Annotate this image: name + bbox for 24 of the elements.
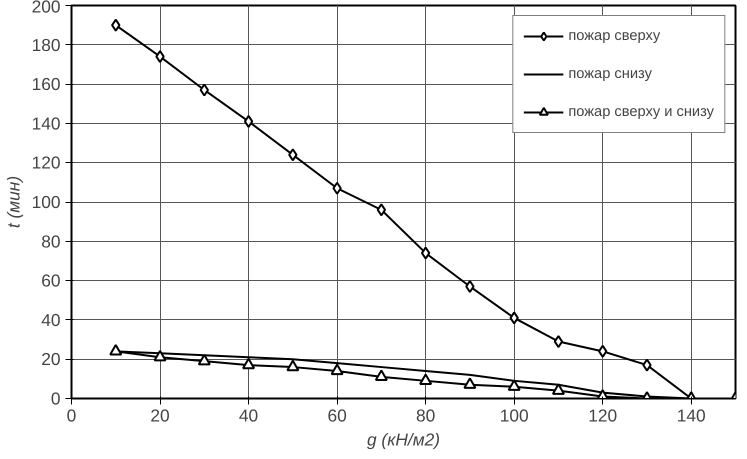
y-tick-label: 140 xyxy=(32,113,61,134)
y-tick-label: 0 xyxy=(50,388,61,408)
legend-label: пожар сверху xyxy=(568,28,660,44)
y-tick-label: 120 xyxy=(32,152,61,173)
y-tick-label: 100 xyxy=(32,192,61,212)
x-tick-label: 80 xyxy=(416,406,436,426)
x-axis-title: g (кН/м2) xyxy=(366,430,440,450)
y-tick-label: 60 xyxy=(41,270,61,291)
y-tick-label: 80 xyxy=(41,231,61,252)
y-tick-label: 200 xyxy=(32,0,61,16)
x-tick-label: 0 xyxy=(66,406,76,426)
x-tick-label: 120 xyxy=(588,406,618,426)
legend-label: пожар сверху и снизу xyxy=(568,104,714,120)
y-tick-label: 40 xyxy=(41,310,61,330)
x-tick-label: 20 xyxy=(150,406,170,426)
legend-label: пожар снизу xyxy=(568,66,652,82)
y-tick-label: 160 xyxy=(32,74,61,94)
y-tick-label: 180 xyxy=(32,34,61,55)
y-axis-title: t (мин) xyxy=(4,176,24,228)
x-tick-label: 140 xyxy=(676,406,706,426)
y-tick-label: 20 xyxy=(41,349,61,370)
x-tick-label: 100 xyxy=(500,406,529,426)
x-tick-label: 40 xyxy=(238,406,258,426)
x-tick-label: 60 xyxy=(327,406,347,426)
